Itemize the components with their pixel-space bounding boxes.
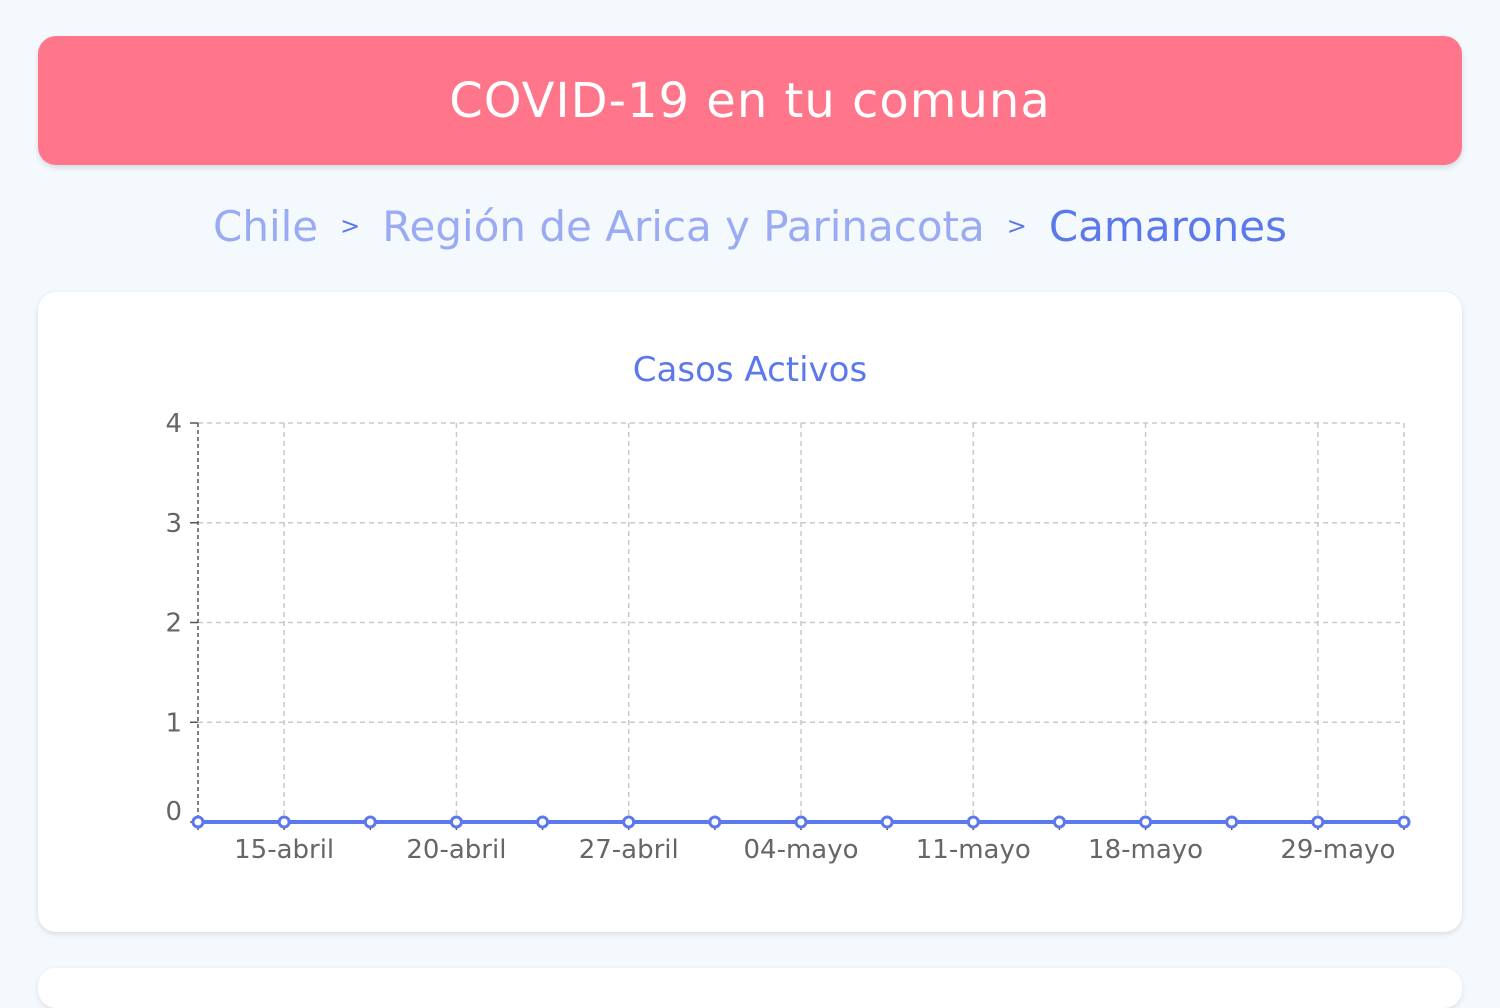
- x-tick-label: 29-mayo: [1280, 835, 1395, 865]
- data-point: [449, 815, 463, 829]
- breadcrumb: Chile > Región de Arica y Parinacota > C…: [0, 196, 1500, 256]
- breadcrumb-commune: Camarones: [1048, 201, 1287, 251]
- x-tick-label: 15-abril: [234, 835, 334, 865]
- breadcrumb-region[interactable]: Región de Arica y Parinacota: [382, 201, 985, 251]
- y-tick-label: 4: [165, 409, 182, 439]
- data-point: [1311, 815, 1325, 829]
- x-tick-label: 18-mayo: [1088, 835, 1203, 865]
- breadcrumb-separator-icon: >: [340, 212, 361, 240]
- data-point: [277, 815, 291, 829]
- x-tick-label: 27-abril: [579, 835, 679, 865]
- data-point: [1052, 815, 1066, 829]
- data-point: [536, 815, 550, 829]
- data-point: [191, 815, 205, 829]
- x-tick-label: 11-mayo: [916, 835, 1031, 865]
- active-cases-chart: Casos Activos 0 1 2 3 4 15-abril 20-abril 27-ab…: [165, 350, 1411, 865]
- data-point: [1397, 815, 1411, 829]
- data-point: [794, 815, 808, 829]
- breadcrumb-separator-icon: >: [1006, 212, 1027, 240]
- chart-series: [191, 815, 1411, 829]
- data-point: [622, 815, 636, 829]
- y-tick-label: 2: [165, 609, 182, 639]
- app-header: COVID-19 en tu comuna: [38, 36, 1462, 165]
- data-point: [708, 815, 722, 829]
- breadcrumb-country[interactable]: Chile: [213, 201, 319, 251]
- data-point: [363, 815, 377, 829]
- data-point: [880, 815, 894, 829]
- y-tick-label: 0: [165, 797, 182, 827]
- chart-card: Casos Activos 0 1 2 3 4 15-abril 20-abril 27-ab…: [38, 292, 1462, 932]
- chart-axes: 0 1 2 3 4 15-abril 20-abril 27-abril 04-mayo 11-m…: [165, 409, 1405, 865]
- app-title: COVID-19 en tu comuna: [449, 72, 1051, 129]
- x-tick-label: 04-mayo: [743, 835, 858, 865]
- x-tick-label: 20-abril: [406, 835, 506, 865]
- chart-grid: [198, 422, 1405, 822]
- next-card: [38, 968, 1462, 1008]
- y-tick-label: 3: [165, 509, 182, 539]
- data-point: [966, 815, 980, 829]
- chart-title: Casos Activos: [633, 350, 867, 390]
- y-tick-label: 1: [165, 708, 182, 738]
- data-point: [1139, 815, 1153, 829]
- data-point: [1225, 815, 1239, 829]
